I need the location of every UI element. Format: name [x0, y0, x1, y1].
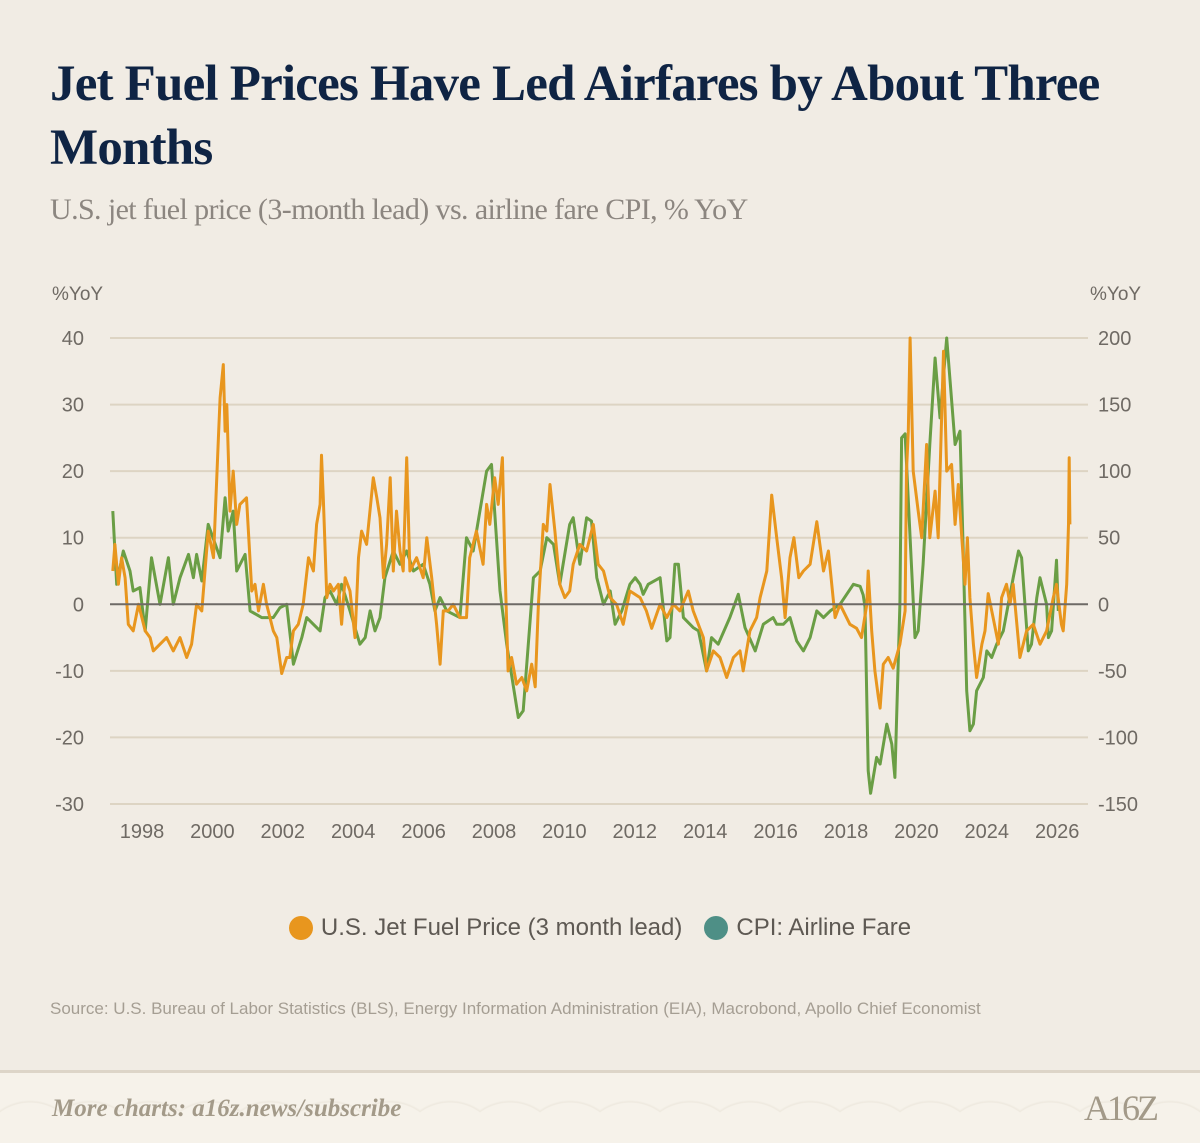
left-axis-tick-label: 30: [62, 395, 84, 417]
right-axis-tick-label: -50: [1098, 661, 1127, 683]
left-axis-tick-label: 0: [73, 594, 84, 616]
left-axis-tick-label: -30: [55, 794, 84, 816]
chart-subtitle: U.S. jet fuel price (3-month lead) vs. a…: [50, 193, 748, 226]
series-line-cpi-airline-fare: [111, 336, 1060, 795]
line-chart: 40 200 30 150 20 100 10 50 0 0 -10 -50 -20 -100 -30 -15…: [55, 328, 1138, 843]
x-axis-tick-label: 2020: [894, 821, 939, 843]
more-charts-link[interactable]: More charts: a16z.news/subscribe: [52, 1095, 402, 1122]
legend: U.S. Jet Fuel Price (3 month lead) CPI: …: [0, 914, 1200, 942]
x-axis-tick-label: 2018: [824, 821, 869, 843]
left-axis-tick-label: 20: [62, 461, 84, 483]
left-axis-tick-label: 40: [62, 328, 84, 350]
legend-item-cpi-airline-fare: CPI: Airline Fare: [704, 914, 911, 942]
x-axis-tick-label: 2026: [1035, 821, 1080, 843]
x-axis-tick-label: 2016: [753, 821, 798, 843]
x-axis-tick-label: 1998: [120, 821, 165, 843]
legend-label-jet-fuel: U.S. Jet Fuel Price (3 month lead): [320, 914, 683, 941]
right-axis-tick-label: 150: [1098, 395, 1131, 417]
left-axis-unit-label: %YoY: [52, 284, 104, 305]
left-axis-tick-label: 10: [62, 528, 84, 550]
x-axis-tick-label: 2006: [401, 821, 446, 843]
right-axis-unit-label: %YoY: [1090, 284, 1142, 305]
right-axis-tick-label: 200: [1098, 328, 1131, 350]
legend-dot-cpi-airline-fare: [704, 916, 729, 940]
footer-band: More charts: a16z.news/subscribe A16Z: [0, 1070, 1200, 1143]
right-axis-tick-label: 50: [1098, 528, 1120, 550]
legend-item-jet-fuel: U.S. Jet Fuel Price (3 month lead): [288, 914, 683, 942]
right-axis-tick-label: -100: [1098, 727, 1138, 749]
series-line-jet-fuel: [111, 336, 1072, 710]
left-axis-tick-label: -10: [55, 661, 84, 683]
x-axis-tick-label: 2004: [331, 821, 376, 843]
right-axis-tick-label: -150: [1098, 794, 1138, 816]
x-axis-tick-label: 2014: [683, 821, 728, 843]
right-axis-tick-label: 100: [1098, 461, 1131, 483]
left-axis-tick-label: -20: [55, 727, 84, 749]
chart-title: Jet Fuel Prices Have Led Airfares by Abo…: [50, 56, 1100, 176]
legend-label-cpi-airline-fare: CPI: Airline Fare: [736, 914, 912, 941]
x-axis-tick-label: 2024: [965, 821, 1010, 843]
a16z-logo: A16Z: [1084, 1088, 1159, 1128]
x-axis-tick-label: 2008: [472, 821, 517, 843]
source-note: Source: U.S. Bureau of Labor Statistics …: [50, 999, 981, 1018]
right-axis-tick-label: 0: [1098, 594, 1109, 616]
x-axis-tick-label: 2000: [190, 821, 235, 843]
x-axis-tick-label: 2012: [613, 821, 658, 843]
x-axis-tick-label: 2002: [261, 821, 306, 843]
x-axis-tick-label: 2010: [542, 821, 587, 843]
legend-dot-jet-fuel: [288, 916, 313, 940]
